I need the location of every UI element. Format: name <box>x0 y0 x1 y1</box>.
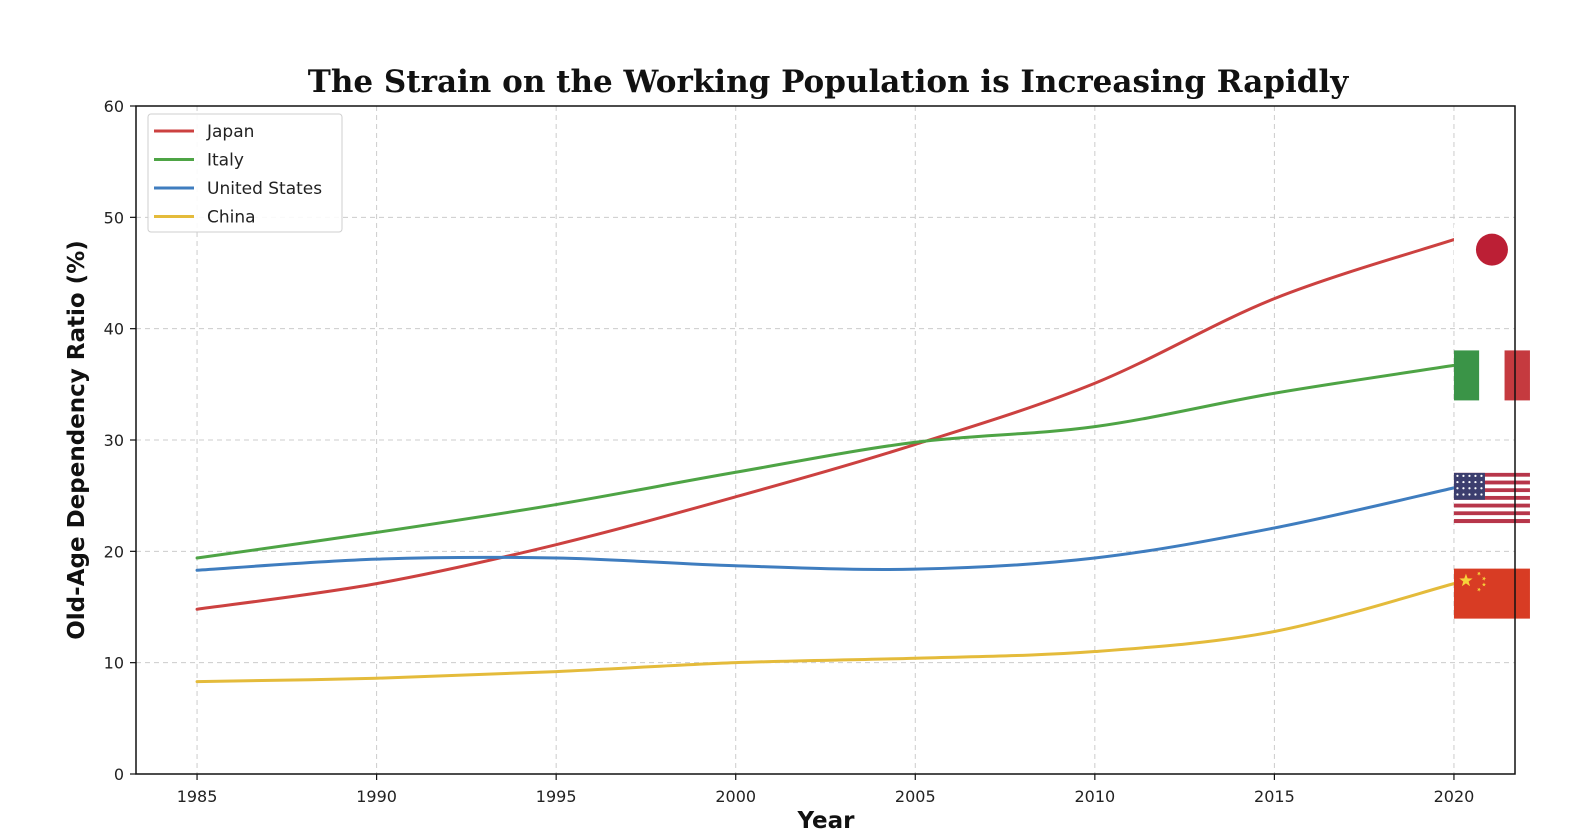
y-tick-label: 60 <box>104 97 124 116</box>
legend-frame <box>147 113 343 233</box>
legend-label: Italy <box>207 151 244 171</box>
flag-icons <box>1453 224 1530 619</box>
x-tick-label: 1990 <box>356 787 397 806</box>
italy-flag-icon <box>1453 350 1530 401</box>
series-lines <box>195 238 1456 684</box>
y-tick-label: 50 <box>104 208 124 227</box>
usa-flag-icon <box>1453 472 1530 524</box>
y-tick-label: 30 <box>104 431 124 450</box>
legend-item-italy: Italy <box>154 151 244 171</box>
japan-flag-icon <box>1453 224 1530 275</box>
x-tick-label: 2020 <box>1434 787 1475 806</box>
x-tick-label: 1985 <box>177 787 218 806</box>
y-tick-label: 40 <box>104 320 124 339</box>
y-axis-ticks: 0 10 20 30 40 50 60 <box>104 97 136 784</box>
x-tick-label: 1995 <box>536 787 577 806</box>
legend: Japan Italy United States China <box>147 113 343 233</box>
legend-label: China <box>207 208 256 228</box>
x-tick-label: 2000 <box>715 787 756 806</box>
china-flag-icon <box>1453 568 1530 619</box>
y-tick-label: 0 <box>114 765 124 784</box>
series-line-united-states <box>195 486 1456 572</box>
series-line-japan <box>195 238 1456 611</box>
y-tick-label: 20 <box>104 542 124 561</box>
x-tick-label: 2005 <box>895 787 936 806</box>
x-tick-label: 2015 <box>1254 787 1295 806</box>
y-tick-label: 10 <box>104 654 124 673</box>
legend-label: Japan <box>206 122 254 142</box>
series-line-italy <box>195 363 1456 560</box>
legend-item-japan: Japan <box>154 122 254 142</box>
x-axis-ticks: 1985 1990 1995 2000 2005 2010 2015 2020 <box>177 774 1475 806</box>
series-line-china <box>195 582 1456 684</box>
legend-item-united-states: United States <box>154 179 322 199</box>
legend-label: United States <box>207 179 322 199</box>
x-axis-label: Year <box>796 808 855 832</box>
chart-title: The Strain on the Working Population is … <box>308 64 1349 100</box>
y-axis-label: Old-Age Dependency Ratio (%) <box>64 240 90 640</box>
x-tick-label: 2010 <box>1074 787 1115 806</box>
legend-item-china: China <box>154 208 256 228</box>
